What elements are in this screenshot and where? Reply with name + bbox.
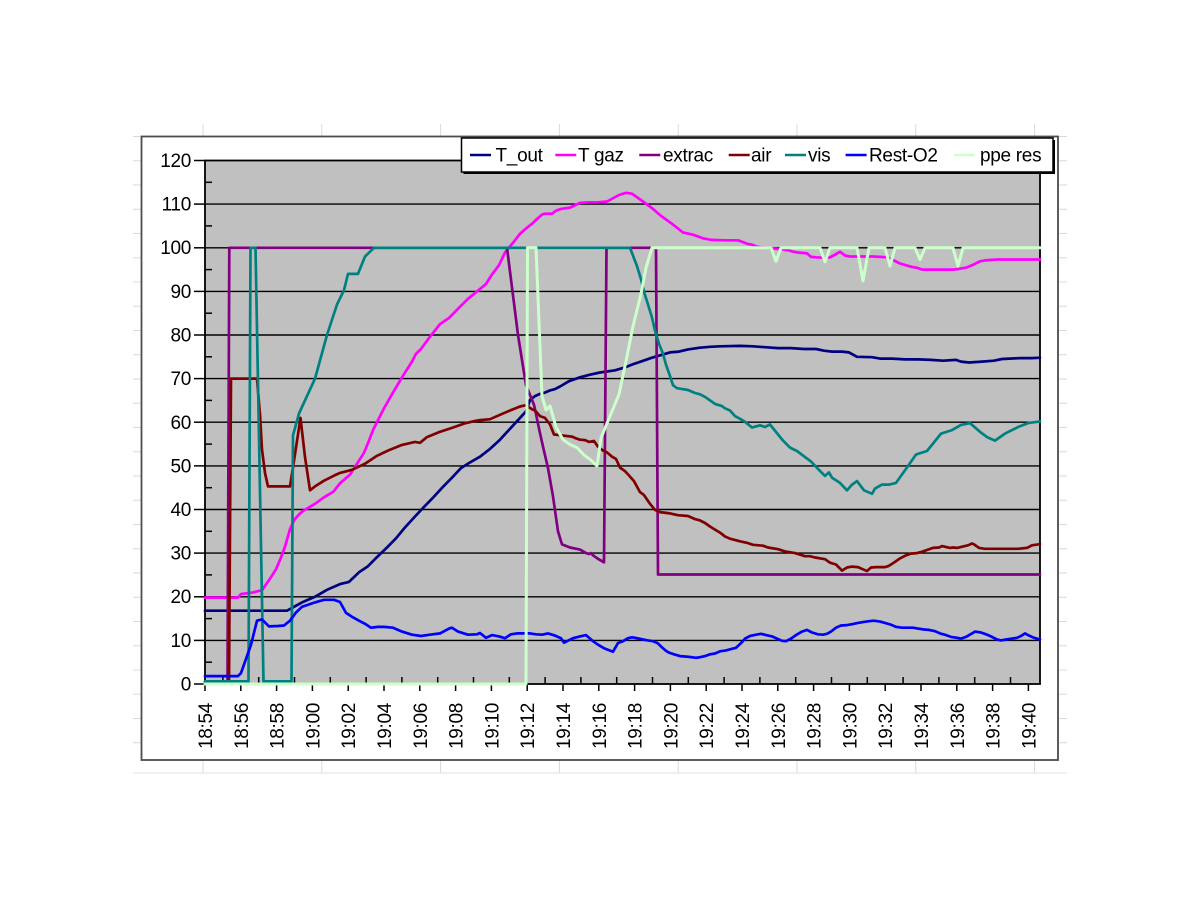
svg-text:50: 50 <box>170 456 191 477</box>
svg-text:19:28: 19:28 <box>805 703 826 749</box>
svg-text:19:06: 19:06 <box>411 703 432 749</box>
svg-text:20: 20 <box>170 587 191 608</box>
svg-text:19:30: 19:30 <box>840 703 861 749</box>
svg-text:19:16: 19:16 <box>590 703 611 749</box>
svg-text:19:12: 19:12 <box>518 703 539 749</box>
svg-text:70: 70 <box>170 369 191 390</box>
svg-text:extrac: extrac <box>663 146 713 167</box>
svg-text:T_out: T_out <box>496 146 544 167</box>
svg-text:18:54: 18:54 <box>196 702 217 749</box>
svg-text:40: 40 <box>170 500 191 521</box>
svg-text:19:10: 19:10 <box>482 703 503 749</box>
svg-text:80: 80 <box>170 326 191 347</box>
svg-text:ppe res: ppe res <box>980 146 1041 167</box>
svg-text:18:56: 18:56 <box>232 703 253 749</box>
svg-text:vis: vis <box>808 146 830 167</box>
svg-text:19:18: 19:18 <box>626 703 647 749</box>
svg-text:19:40: 19:40 <box>1019 703 1040 749</box>
svg-text:19:08: 19:08 <box>447 703 468 749</box>
svg-text:19:04: 19:04 <box>375 702 396 749</box>
svg-text:19:22: 19:22 <box>697 703 718 749</box>
svg-text:19:00: 19:00 <box>303 703 324 749</box>
svg-text:T gaz: T gaz <box>578 146 624 167</box>
svg-text:Rest-O2: Rest-O2 <box>869 146 938 167</box>
svg-text:10: 10 <box>170 631 191 652</box>
svg-text:19:20: 19:20 <box>661 703 682 749</box>
svg-text:110: 110 <box>162 195 191 216</box>
svg-text:18:58: 18:58 <box>268 703 289 749</box>
svg-text:19:34: 19:34 <box>912 702 933 749</box>
svg-text:100: 100 <box>160 238 191 259</box>
svg-text:19:26: 19:26 <box>769 703 790 749</box>
svg-text:120: 120 <box>160 151 191 172</box>
svg-text:19:38: 19:38 <box>984 703 1005 749</box>
svg-text:60: 60 <box>170 413 191 434</box>
svg-text:19:02: 19:02 <box>339 703 360 749</box>
svg-text:19:14: 19:14 <box>554 702 575 749</box>
svg-text:0: 0 <box>181 675 191 696</box>
svg-text:30: 30 <box>170 544 191 565</box>
svg-text:19:36: 19:36 <box>948 703 969 749</box>
svg-text:air: air <box>751 146 772 167</box>
svg-text:90: 90 <box>170 282 191 303</box>
svg-text:19:32: 19:32 <box>876 703 897 749</box>
svg-text:19:24: 19:24 <box>733 702 754 749</box>
